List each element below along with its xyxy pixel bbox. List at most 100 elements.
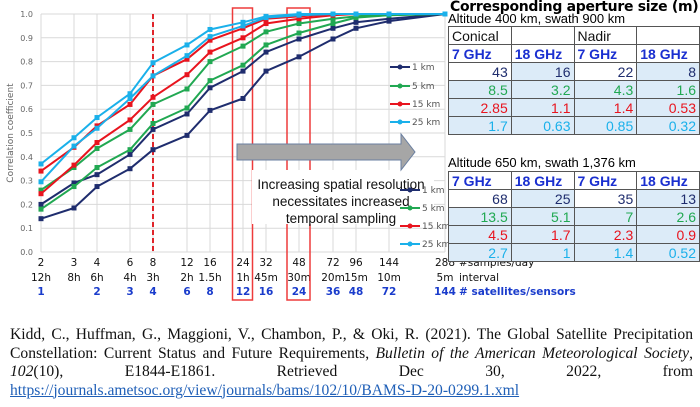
aperture-value-cell: 2.7 (448, 243, 512, 262)
data-point (127, 166, 133, 172)
x-tick-label-satellites: 12 (236, 286, 251, 298)
frequency-header-cell: 7 GHz (448, 171, 512, 190)
x-tick-label-samples-per-day: 4 (94, 257, 101, 269)
data-point (353, 15, 359, 21)
legend-label: 25 km (412, 118, 440, 128)
group-header-cell: Nadir (573, 26, 638, 45)
right-arrow-icon (236, 132, 416, 172)
table-row: 1.7 0.63 0.85 0.32 (448, 116, 700, 135)
aperture-value-cell: 1 (510, 243, 575, 262)
x-tick-label-interval: 20m (321, 272, 345, 284)
aperture-value-cell: 1.7 (510, 225, 575, 244)
x-tick-label-satellites: 48 (349, 286, 364, 298)
frequency-header-cell: 18 GHz (510, 171, 575, 190)
data-point (127, 151, 133, 157)
aperture-value-cell: 2.3 (573, 225, 638, 244)
legend-label: 5 km (412, 82, 435, 92)
aperture-value-cell: 1.4 (573, 243, 638, 262)
aperture-value-cell: 22 (573, 62, 638, 81)
data-point (240, 35, 246, 41)
x-tick-label-satellites: 1 (37, 286, 44, 298)
legend-marker (407, 241, 413, 247)
aperture-title: Corresponding aperture size (m) (450, 0, 699, 15)
aperture-value-cell: 0.9 (636, 225, 700, 244)
aperture-value-cell: 1.7 (448, 116, 512, 135)
x-tick-label-satellites: 8 (206, 286, 213, 298)
table-row: 4.5 1.7 2.3 0.9 (448, 225, 700, 244)
data-point (240, 62, 246, 68)
frequency-header-row: 7 GHz 18 GHz 7 GHz 18 GHz (448, 171, 700, 190)
frequency-header-cell: 18 GHz (510, 44, 575, 63)
data-point (207, 37, 213, 43)
data-point (71, 205, 77, 211)
data-point (263, 42, 269, 48)
aperture-value-cell: 1.4 (573, 98, 638, 117)
data-point (127, 147, 133, 153)
data-point (263, 21, 269, 27)
citation-pages-retrieved: (10), E1844-E1861. Retrieved Dec 30, 202… (33, 363, 693, 380)
data-point (94, 165, 100, 171)
x-tick-label-interval: 12h (31, 272, 51, 284)
legend-marker (407, 223, 413, 229)
aperture-table-650km: 7 GHz 18 GHz 7 GHz 18 GHz 68 25 35 13 13.5 5.1 7 2.… (448, 171, 700, 262)
data-point (296, 12, 302, 18)
data-point (263, 49, 269, 55)
aperture-value-cell: 4.3 (573, 80, 638, 99)
group-header-cell (636, 26, 700, 45)
aperture-value-cell: 7 (573, 207, 638, 226)
group-header-cell (510, 26, 575, 45)
y-tick-label: 0.7 (20, 81, 33, 90)
x-tick-label-samples-per-day: 6 (127, 257, 134, 269)
y-axis-label: Correlation coefficient (6, 83, 16, 183)
x-tick-label-samples-per-day: 72 (326, 257, 339, 269)
data-point (38, 179, 44, 185)
data-point (71, 180, 77, 186)
y-tick-label: 0.0 (20, 248, 33, 257)
data-point (330, 36, 336, 42)
data-point (184, 42, 190, 48)
data-point (184, 72, 190, 78)
data-point (184, 111, 190, 117)
data-point (94, 115, 100, 121)
citation-link[interactable]: https://journals.ametsoc.org/view/journa… (10, 381, 520, 399)
citation-separator: , (689, 344, 693, 362)
legend-label: 1 km (422, 186, 445, 196)
legend-label: 25 km (422, 240, 450, 250)
data-point (38, 168, 44, 174)
aperture-value-cell: 68 (448, 189, 512, 208)
aperture-value-cell: 3.2 (510, 80, 575, 99)
data-point (94, 184, 100, 190)
aperture-value-cell: 5.1 (510, 207, 575, 226)
aperture-value-cell: 13.5 (448, 207, 512, 226)
data-point (184, 56, 190, 62)
x-tick-label-interval: 8h (67, 272, 80, 284)
group-header-cell: Conical (448, 26, 512, 45)
data-point (330, 11, 336, 17)
data-point (150, 60, 156, 66)
series-line-1km-lower (40, 13, 446, 220)
group-header-row: Conical Nadir (448, 26, 700, 45)
x-tick-label-interval: 1h (236, 272, 249, 284)
frequency-header-cell: 7 GHz (573, 44, 638, 63)
data-point (127, 95, 133, 101)
x-tick-label-samples-per-day: 12 (180, 257, 193, 269)
data-point (240, 23, 246, 29)
chart-series (38, 11, 448, 222)
table-row: 13.5 5.1 7 2.6 (448, 207, 700, 226)
y-tick-label: 0.4 (20, 153, 33, 162)
data-point (150, 126, 156, 132)
x-tick-label-satellites: 24 (292, 286, 307, 298)
data-point (94, 145, 100, 151)
aperture-value-cell: 2.85 (448, 98, 512, 117)
legend-label: 1 km (412, 63, 435, 73)
aperture-value-cell: 0.32 (636, 116, 700, 135)
aperture-value-cell: 16 (510, 62, 575, 81)
data-point (38, 201, 44, 207)
x-tick-label-interval: 30m (287, 272, 311, 284)
data-point (150, 73, 156, 79)
x-tick-label-satellites: 2 (93, 286, 100, 298)
aperture-value-cell: 1.6 (636, 80, 700, 99)
data-point (38, 216, 44, 222)
table-row: 2.7 1 1.4 0.52 (448, 243, 700, 262)
data-point (240, 95, 246, 101)
